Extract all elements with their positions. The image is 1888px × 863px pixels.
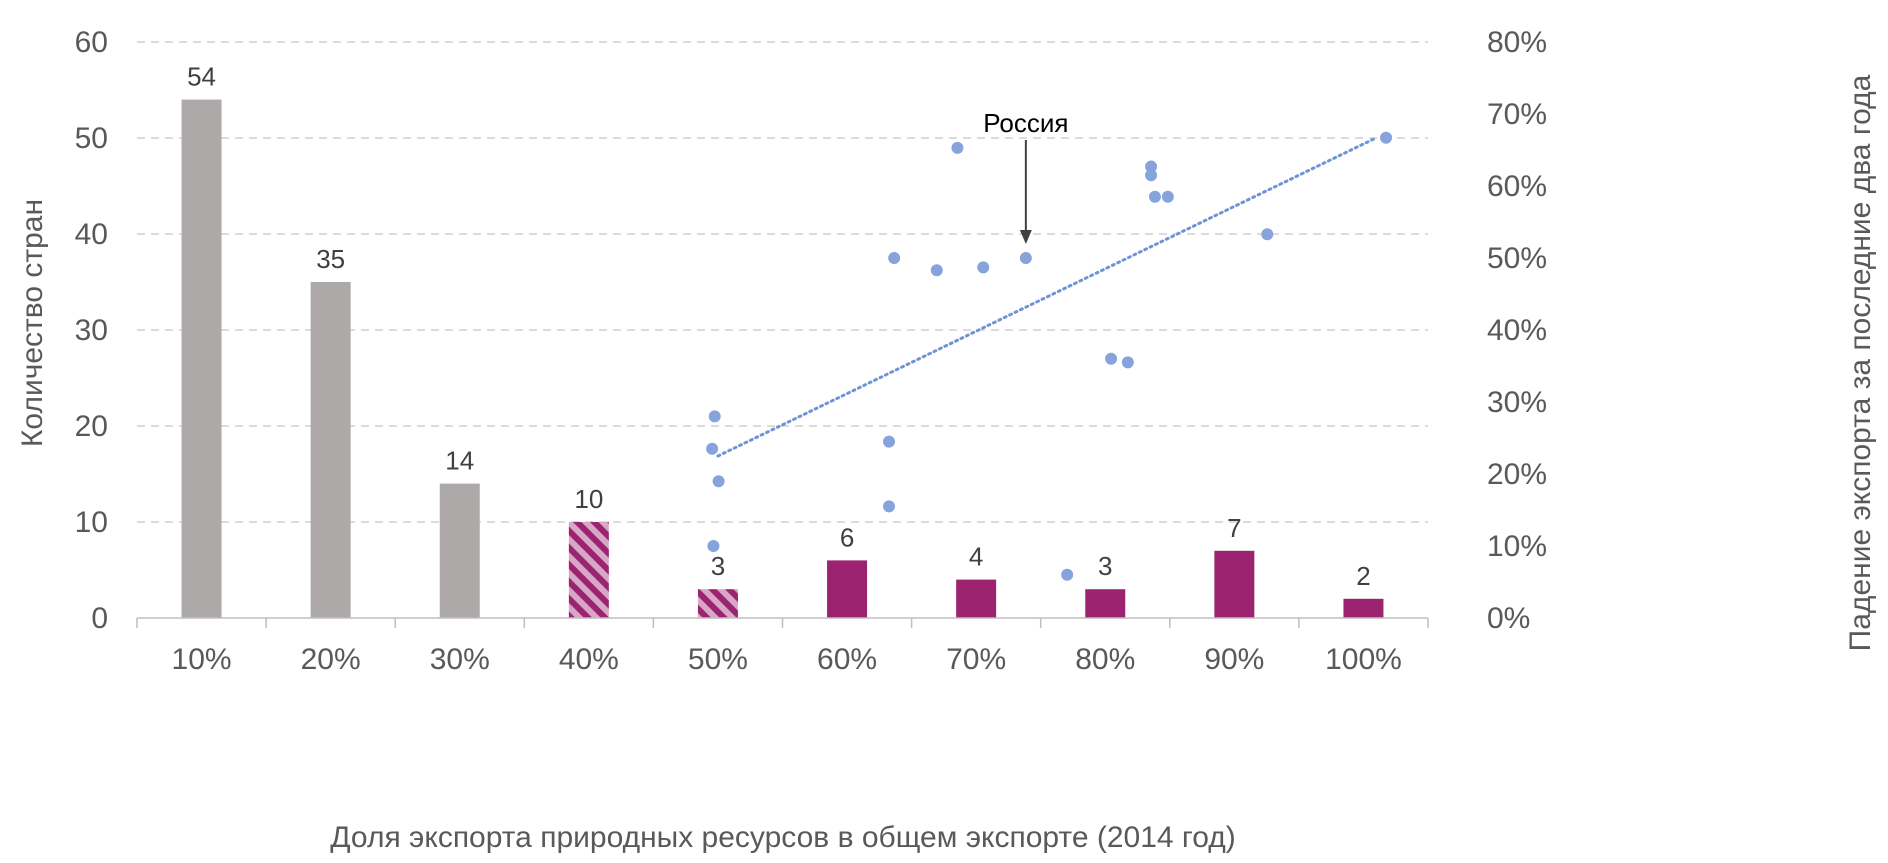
annotation: Россия	[983, 108, 1068, 244]
y-tick-label: 60	[75, 26, 108, 59]
scatter-point	[1261, 228, 1274, 241]
bars: 54 35 14 10 3 6 4 3 7 2	[181, 62, 1384, 619]
y2-tick-label: 60%	[1487, 170, 1547, 203]
y-axis-right: 0% 10% 20% 30% 40% 50% 60% 70% 80%	[1487, 26, 1547, 635]
scatter-point	[1061, 568, 1074, 581]
scatter-point	[1161, 190, 1174, 203]
bar-value-label: 6	[840, 522, 854, 552]
x-tick-label: 100%	[1325, 643, 1402, 676]
bar	[568, 522, 609, 618]
y2-tick-label: 80%	[1487, 26, 1547, 59]
bar-value-label: 3	[1098, 551, 1112, 581]
x-tick-label: 60%	[817, 643, 877, 676]
x-tick-label: 10%	[172, 643, 232, 676]
scatter-point	[707, 540, 720, 552]
y-axis-title: Количество стран	[16, 199, 49, 447]
trendline-path	[716, 136, 1378, 458]
scatter-point	[1380, 131, 1393, 144]
bar	[181, 99, 222, 619]
scatter-point	[1121, 356, 1134, 369]
bar	[1343, 598, 1384, 618]
trendline	[716, 136, 1378, 458]
y2-tick-label: 40%	[1487, 314, 1547, 347]
scatter-point	[1145, 160, 1158, 173]
x-tick-label: 30%	[430, 643, 490, 676]
bar-value-label: 14	[445, 446, 474, 476]
y-tick-label: 30	[75, 314, 108, 347]
scatter-points	[706, 131, 1393, 581]
scatter-point	[708, 410, 721, 423]
bar-value-label: 35	[316, 244, 345, 274]
bar	[697, 589, 738, 618]
scatter-point	[951, 141, 964, 154]
bar-value-label: 10	[574, 484, 603, 514]
x-axis: 10% 20% 30% 40% 50% 60% 70% 80% 90% 100%	[136, 617, 1429, 676]
scatter-point	[930, 264, 943, 277]
y-tick-label: 50	[75, 122, 108, 155]
annotation-arrow-head	[1019, 230, 1032, 244]
x-tick-label: 50%	[688, 643, 748, 676]
scatter-point	[712, 475, 725, 488]
y-tick-label: 10	[75, 506, 108, 539]
scatter-point	[977, 261, 990, 274]
y2-tick-label: 30%	[1487, 386, 1547, 419]
bar	[439, 483, 480, 618]
scatter-point	[883, 435, 896, 448]
y-axis-left: 0 10 20 30 40 50 60	[75, 26, 108, 635]
bar	[827, 560, 868, 618]
bar	[956, 579, 997, 618]
y-tick-label: 40	[75, 218, 108, 251]
scatter-point	[1019, 252, 1032, 264]
annotation-label: Россия	[983, 108, 1068, 138]
y2-tick-label: 50%	[1487, 242, 1547, 275]
bar	[1214, 550, 1255, 618]
x-tick-label: 20%	[301, 643, 361, 676]
x-tick-label: 90%	[1204, 643, 1264, 676]
x-axis-title: Доля экспорта природных ресурсов в общем…	[330, 821, 1235, 854]
scatter-point	[1145, 169, 1158, 182]
bar-value-label: 4	[969, 542, 983, 572]
bar-value-label: 2	[1356, 561, 1370, 591]
y2-tick-label: 20%	[1487, 458, 1547, 491]
bar-value-label: 7	[1227, 513, 1241, 543]
bar	[1085, 589, 1126, 618]
scatter-point	[706, 442, 719, 455]
y2-axis-title: Падение экспорта за последние два года	[1844, 74, 1877, 651]
y2-tick-label: 10%	[1487, 530, 1547, 563]
x-tick-label: 40%	[559, 643, 619, 676]
bar-value-label: 3	[711, 551, 725, 581]
scatter-point	[1105, 352, 1118, 365]
y2-tick-label: 70%	[1487, 98, 1547, 131]
y-tick-label: 0	[91, 602, 108, 635]
y-tick-label: 20	[75, 410, 108, 443]
scatter-point	[888, 252, 901, 264]
bar	[310, 282, 351, 618]
scatter-point	[1148, 190, 1161, 203]
x-tick-label: 80%	[1075, 643, 1135, 676]
bar-value-label: 54	[187, 62, 216, 92]
scatter-point	[883, 500, 896, 513]
x-tick-label: 70%	[946, 643, 1006, 676]
y2-tick-label: 0%	[1487, 602, 1530, 635]
